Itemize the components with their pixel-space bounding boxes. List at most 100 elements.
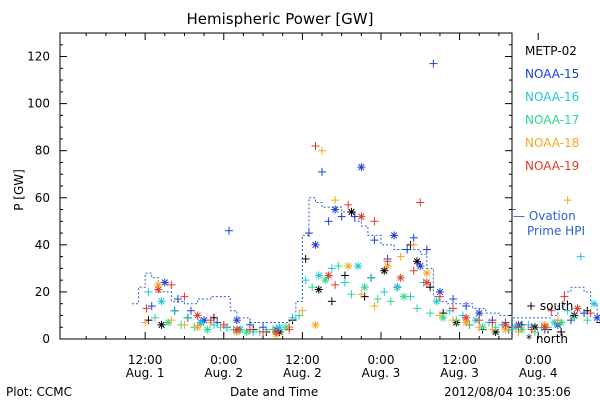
ovation-prime-line — [132, 197, 600, 324]
data-point-plus — [245, 325, 254, 334]
data-point-plus — [173, 294, 182, 303]
data-point-plus — [150, 313, 159, 322]
data-point-plus — [435, 311, 444, 320]
data-point-plus — [475, 316, 484, 325]
data-point-star — [160, 278, 169, 287]
data-point-plus — [514, 323, 523, 332]
data-point-plus — [563, 306, 572, 315]
data-point-star — [157, 320, 166, 329]
x-tick-date-label: Aug. 1 — [126, 366, 165, 380]
data-point-plus — [170, 306, 179, 315]
data-point-star — [272, 327, 281, 336]
legend-noaa-16: NOAA-16 — [525, 90, 580, 104]
x-tick-date-label: Aug. 2 — [204, 366, 243, 380]
x-tick-date-label: Aug. 2 — [283, 366, 322, 380]
data-point-plus — [416, 198, 425, 207]
y-tick-label: 40 — [35, 238, 50, 252]
data-point-plus — [435, 292, 444, 301]
data-point-plus — [547, 306, 556, 315]
data-point-plus — [331, 280, 340, 289]
data-point-star — [314, 271, 323, 280]
data-point-star — [344, 262, 353, 271]
data-point-plus — [301, 276, 310, 285]
data-point-star — [232, 316, 241, 325]
data-point-plus — [426, 309, 435, 318]
data-point-plus — [527, 325, 536, 334]
data-point-star — [193, 323, 202, 332]
y-tick-label: 60 — [35, 191, 50, 205]
data-point-plus — [462, 302, 471, 311]
data-point-plus — [449, 294, 458, 303]
data-point-star — [462, 313, 471, 322]
x-axis-label: Date and Time — [230, 385, 319, 399]
x-tick-time-label: 0:00 — [368, 353, 395, 367]
data-point-star — [501, 325, 510, 334]
data-point-plus — [298, 306, 307, 315]
data-point-plus — [167, 280, 176, 289]
data-point-star — [593, 313, 600, 322]
data-point-star — [475, 309, 484, 318]
data-point-plus — [488, 318, 497, 327]
data-point-plus — [318, 167, 327, 176]
data-point-star — [399, 292, 408, 301]
plot-timestamp: 2012/08/04 10:35:06 — [444, 385, 571, 399]
plot-frame — [59, 32, 513, 340]
data-point-plus — [524, 320, 533, 329]
data-point-plus — [370, 236, 379, 245]
data-point-plus — [144, 287, 153, 296]
legend-south-marker: + south — [526, 299, 574, 313]
data-point-plus — [449, 316, 458, 325]
data-point-plus — [331, 196, 340, 205]
x-tick-time-label: 12:00 — [442, 353, 477, 367]
data-point-plus — [409, 266, 418, 275]
data-point-star — [357, 212, 366, 221]
data-point-star — [416, 262, 425, 271]
data-point-plus — [340, 271, 349, 280]
data-point-plus — [396, 252, 405, 261]
legend-ovation-line1: — Ovation — [513, 209, 576, 223]
data-point-plus — [301, 254, 310, 263]
data-point-plus — [413, 304, 422, 313]
x-tick-date-label: Aug. 3 — [362, 366, 401, 380]
data-point-star — [331, 205, 340, 214]
data-point-plus — [386, 297, 395, 306]
x-tick-time-label: 0:00 — [525, 353, 552, 367]
x-tick-time-label: 12:00 — [128, 353, 163, 367]
data-point-plus — [426, 283, 435, 292]
y-tick-label: 20 — [35, 285, 50, 299]
data-point-plus — [347, 290, 356, 299]
data-point-plus — [167, 316, 176, 325]
data-point-star — [157, 297, 166, 306]
data-point-star — [422, 269, 431, 278]
data-point-star — [321, 276, 330, 285]
data-point-plus — [295, 311, 304, 320]
data-point-star — [242, 327, 251, 336]
data-point-plus — [409, 240, 418, 249]
data-point-star — [435, 287, 444, 296]
data-point-plus — [557, 327, 566, 336]
y-tick-label: 120 — [27, 50, 50, 64]
data-point-star — [422, 278, 431, 287]
y-tick-label: 100 — [27, 97, 50, 111]
data-point-plus — [373, 294, 382, 303]
data-point-plus — [304, 229, 313, 238]
data-point-star — [196, 318, 205, 327]
data-point-plus — [586, 309, 595, 318]
data-point-plus — [187, 306, 196, 315]
data-point-plus — [563, 196, 572, 205]
data-point-star — [540, 323, 549, 332]
data-point-star — [324, 271, 333, 280]
data-point-plus — [340, 278, 349, 287]
data-point-plus — [308, 283, 317, 292]
y-tick-label: 0 — [42, 332, 50, 346]
data-point-star — [203, 325, 212, 334]
data-point-star — [193, 311, 202, 320]
data-point-plus — [288, 313, 297, 322]
data-point-plus — [570, 313, 579, 322]
data-point-star — [380, 266, 389, 275]
data-point-star — [347, 207, 356, 216]
data-point-plus — [327, 264, 336, 273]
plot-credit: Plot: CCMC — [6, 385, 72, 399]
